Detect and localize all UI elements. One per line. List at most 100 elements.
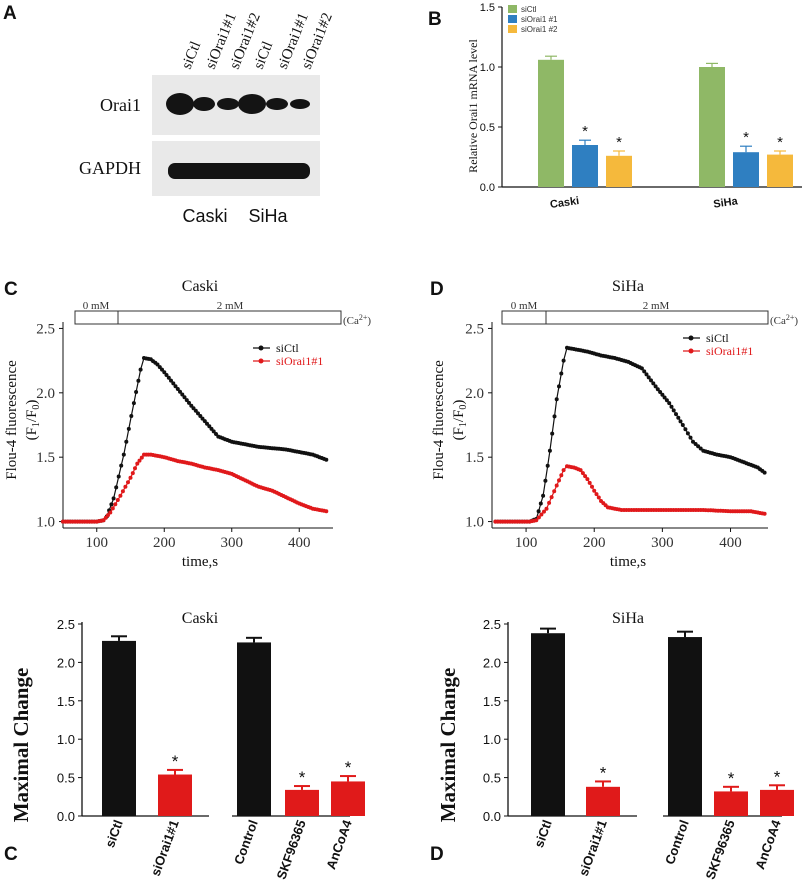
data-point (547, 500, 552, 505)
x-tick-label: 300 (651, 535, 674, 551)
data-point (691, 439, 695, 444)
data-point (536, 515, 541, 520)
blot-band (193, 97, 215, 111)
data-point (536, 509, 541, 514)
data-point (557, 384, 561, 389)
legend-label: siOrai1#1 (276, 354, 323, 368)
x-tick-label: AnCoA4 (752, 817, 784, 871)
bar (531, 633, 565, 816)
data-point (137, 458, 142, 463)
data-point (160, 367, 164, 372)
data-point (557, 478, 561, 483)
data-point (155, 362, 160, 367)
significance-star: * (728, 769, 735, 788)
data-point (135, 461, 140, 466)
y-tick-label: 1.0 (57, 732, 75, 747)
legend-label: siOrai1 #2 (521, 25, 558, 34)
blot-band (166, 93, 194, 115)
bar (760, 789, 794, 816)
data-point (324, 457, 329, 462)
y-tick-label: 0.0 (480, 182, 495, 194)
timeline-label: (Ca2+) (343, 313, 371, 327)
caski-calcium-trace-chart: Caski 0 mM 2 mM (Ca2+) Flou-4 fluorescen… (4, 278, 371, 570)
y-tick-label: 2.5 (36, 321, 55, 337)
x-axis-label: time,s (182, 554, 218, 570)
x-tick-label: 100 (515, 535, 538, 551)
cell-line-label: SiHa (248, 206, 288, 226)
mrna-bar-chart: siCtl siOrai1 #1 siOrai1 #2 Relative Ora… (466, 2, 802, 211)
y-tick-label: 1.5 (465, 450, 484, 466)
data-point (126, 426, 131, 431)
blot-band (217, 98, 239, 110)
data-point (133, 466, 137, 471)
data-point (543, 478, 548, 483)
timeline-label: 0 mM (511, 300, 538, 312)
data-point (113, 502, 118, 507)
data-point (646, 375, 651, 380)
timeline-label: (Ca2+) (770, 313, 798, 327)
calcium-timeline-bar (501, 310, 769, 325)
panel-label-d: D (430, 279, 444, 300)
bar (586, 786, 620, 816)
y-axis-label: Maximal Change (436, 668, 460, 823)
data-point (136, 378, 141, 383)
y-tick-label: 2.0 (465, 386, 484, 402)
data-point (658, 390, 663, 394)
blot-row-label: GAPDH (79, 158, 141, 178)
data-point (549, 495, 554, 500)
x-tick-label: siOrai1#1 (148, 818, 182, 878)
legend-marker (258, 345, 264, 351)
chart-title: Caski (182, 610, 219, 627)
blot-band (168, 163, 310, 179)
blot-band (266, 98, 288, 110)
data-point (101, 518, 106, 523)
panel-label-b: B (428, 9, 442, 30)
data-point (667, 401, 672, 406)
x-tick-label: siOrai1#1 (576, 818, 610, 878)
data-point (552, 489, 557, 494)
data-point (655, 387, 660, 392)
legend-marker (688, 348, 694, 354)
y-tick-label: 1.5 (483, 694, 501, 709)
data-point (139, 455, 144, 460)
data-point (550, 431, 555, 436)
significance-star: * (600, 763, 607, 782)
data-point (120, 489, 125, 494)
data-point (173, 384, 178, 389)
data-point (547, 448, 552, 453)
data-point (554, 483, 559, 488)
x-tick-label: SKF96365 (273, 818, 308, 882)
blot-row-label: Orai1 (100, 95, 141, 115)
bar (158, 774, 192, 816)
data-point (129, 414, 134, 418)
y-tick-label: 0.0 (57, 809, 75, 824)
y-tick-label: 2.0 (57, 655, 75, 670)
blot-band (238, 94, 266, 114)
data-point (590, 484, 594, 489)
y-tick-label: 1.5 (57, 694, 75, 709)
legend-label: siOrai1#1 (706, 344, 753, 358)
data-point (696, 444, 701, 449)
data-point (644, 372, 649, 377)
x-tick-label: 100 (86, 535, 109, 551)
legend-label: siOrai1 #1 (521, 15, 558, 24)
significance-star: * (774, 767, 781, 786)
data-point (202, 419, 207, 424)
data-point (106, 513, 110, 518)
bar (699, 67, 725, 187)
siha-maximal-change-chart: SiHa Maximal Change 0.0 0.5 1.0 1.5 2.0 2.5 si… (436, 610, 794, 881)
y-tick-label: 2.5 (483, 617, 501, 632)
x-tick-label: SiHa (713, 195, 740, 210)
data-point (205, 421, 209, 426)
data-point (166, 375, 171, 380)
data-point (184, 398, 189, 403)
legend-swatch (508, 15, 517, 23)
data-point (109, 502, 114, 507)
data-point (671, 408, 676, 413)
data-point (642, 369, 647, 374)
data-point (596, 495, 601, 500)
legend-label: siCtl (521, 5, 537, 14)
data-point (534, 518, 539, 523)
timeline-label: 0 mM (83, 300, 110, 312)
